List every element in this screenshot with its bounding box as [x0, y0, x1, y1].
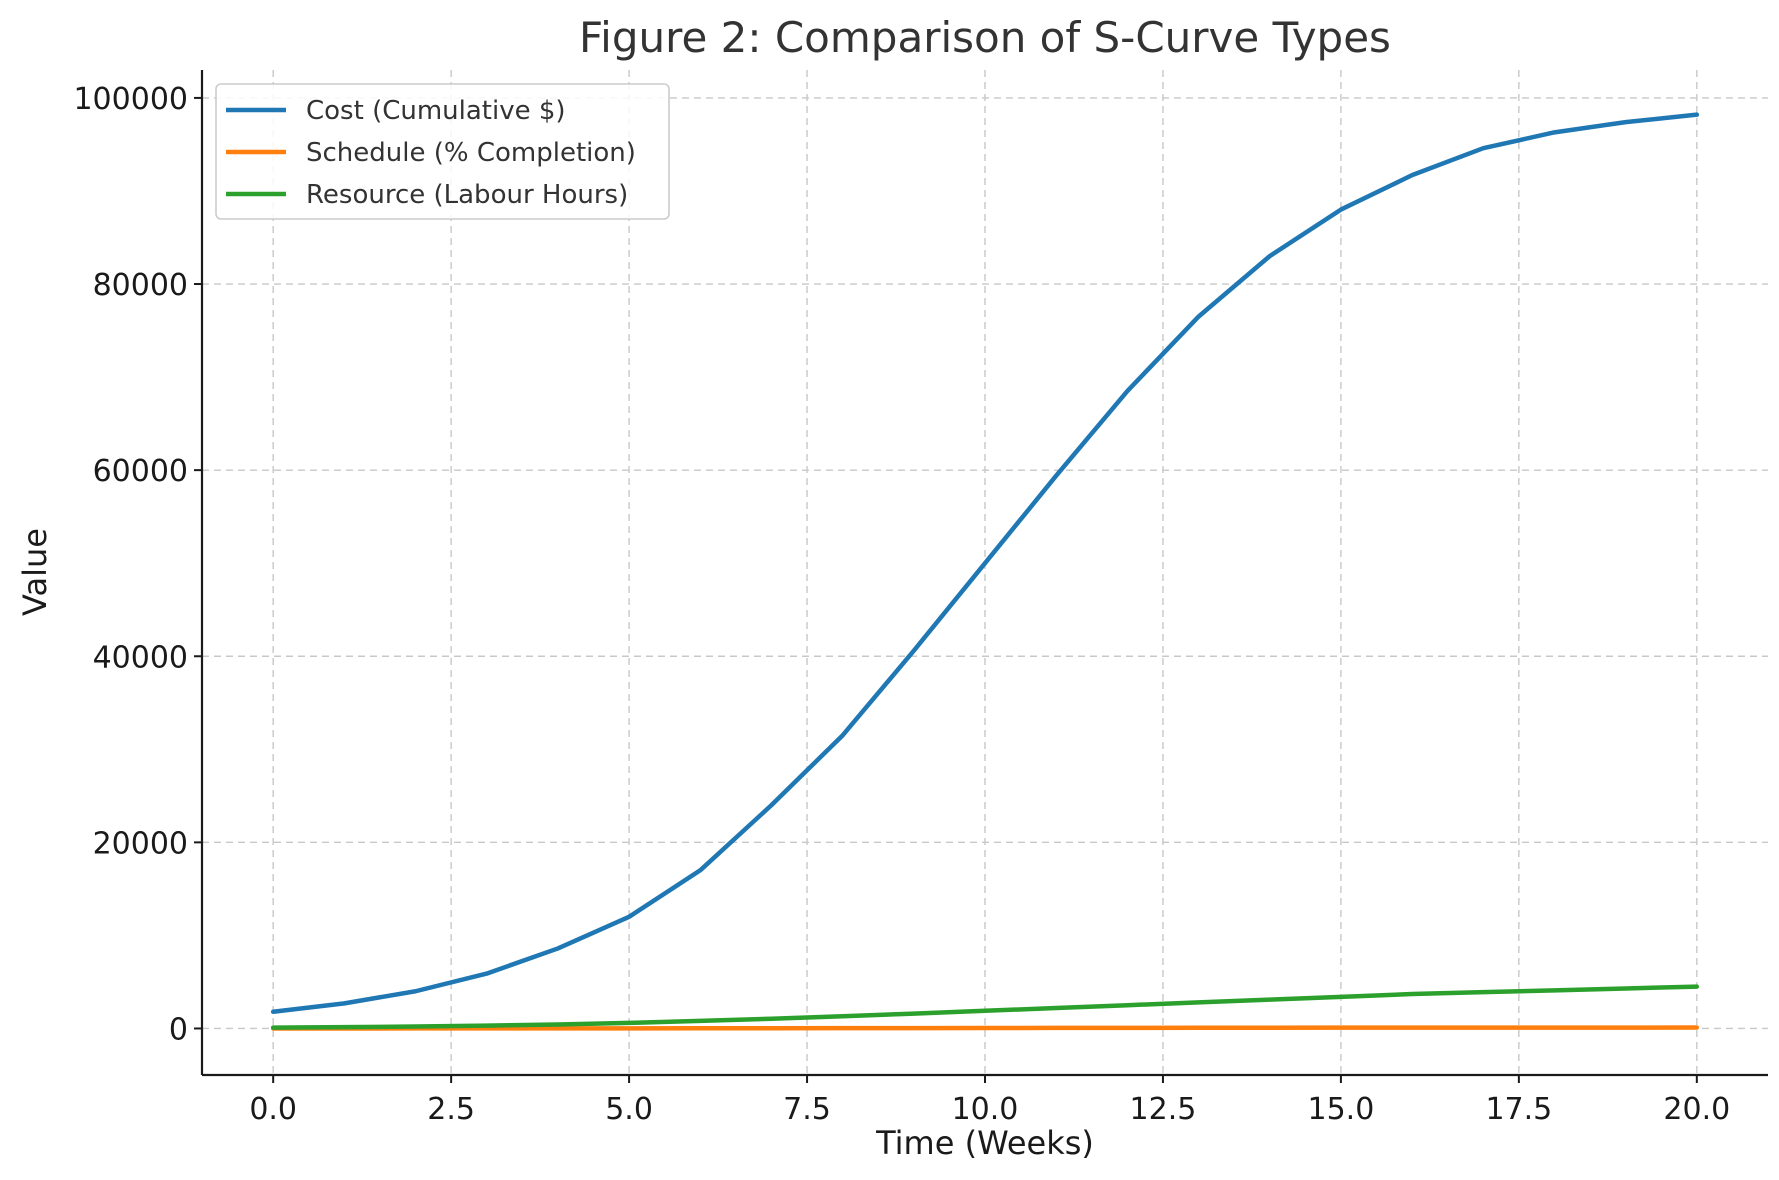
series-lines — [270, 112, 1700, 1031]
legend: Cost (Cumulative $) Schedule (% Completio… — [215, 83, 670, 220]
legend-label-2: Resource (Labour Hours) — [306, 180, 628, 210]
x-tick-label: 17.5 — [1485, 1092, 1552, 1127]
y-tick-label: 0 — [169, 1012, 188, 1047]
x-tick-label: 7.5 — [783, 1092, 831, 1127]
y-tick-label: 80000 — [93, 268, 188, 303]
x-axis-label: Time (Weeks) — [875, 1124, 1094, 1162]
x-tick-label: 5.0 — [605, 1092, 653, 1127]
y-axis-label: Value — [16, 528, 54, 616]
x-tick-label: 0.0 — [249, 1092, 297, 1127]
series-line-2 — [270, 984, 1700, 1030]
y-tick-label: 100000 — [73, 82, 188, 117]
x-ticks: 0.0 2.5 5.0 7.5 10.0 12.5 15.0 17.5 20.0 — [249, 1075, 1730, 1127]
chart-title: Figure 2: Comparison of S-Curve Types — [579, 13, 1391, 62]
grid — [202, 70, 1768, 1075]
x-tick-label: 12.5 — [1130, 1092, 1197, 1127]
series-line-0 — [270, 112, 1700, 1014]
y-tick-label: 60000 — [93, 454, 188, 489]
legend-box — [215, 83, 670, 220]
legend-label-0: Cost (Cumulative $) — [306, 96, 566, 126]
y-tick-label: 40000 — [93, 640, 188, 675]
x-tick-label: 15.0 — [1308, 1092, 1375, 1127]
y-ticks: 0 20000 40000 60000 80000 100000 — [73, 82, 202, 1047]
x-tick-label: 2.5 — [427, 1092, 475, 1127]
x-tick-label: 10.0 — [952, 1092, 1019, 1127]
y-tick-label: 20000 — [93, 826, 188, 861]
x-tick-label: 20.0 — [1663, 1092, 1730, 1127]
legend-label-1: Schedule (% Completion) — [306, 138, 636, 168]
series-line-1 — [270, 1025, 1700, 1031]
